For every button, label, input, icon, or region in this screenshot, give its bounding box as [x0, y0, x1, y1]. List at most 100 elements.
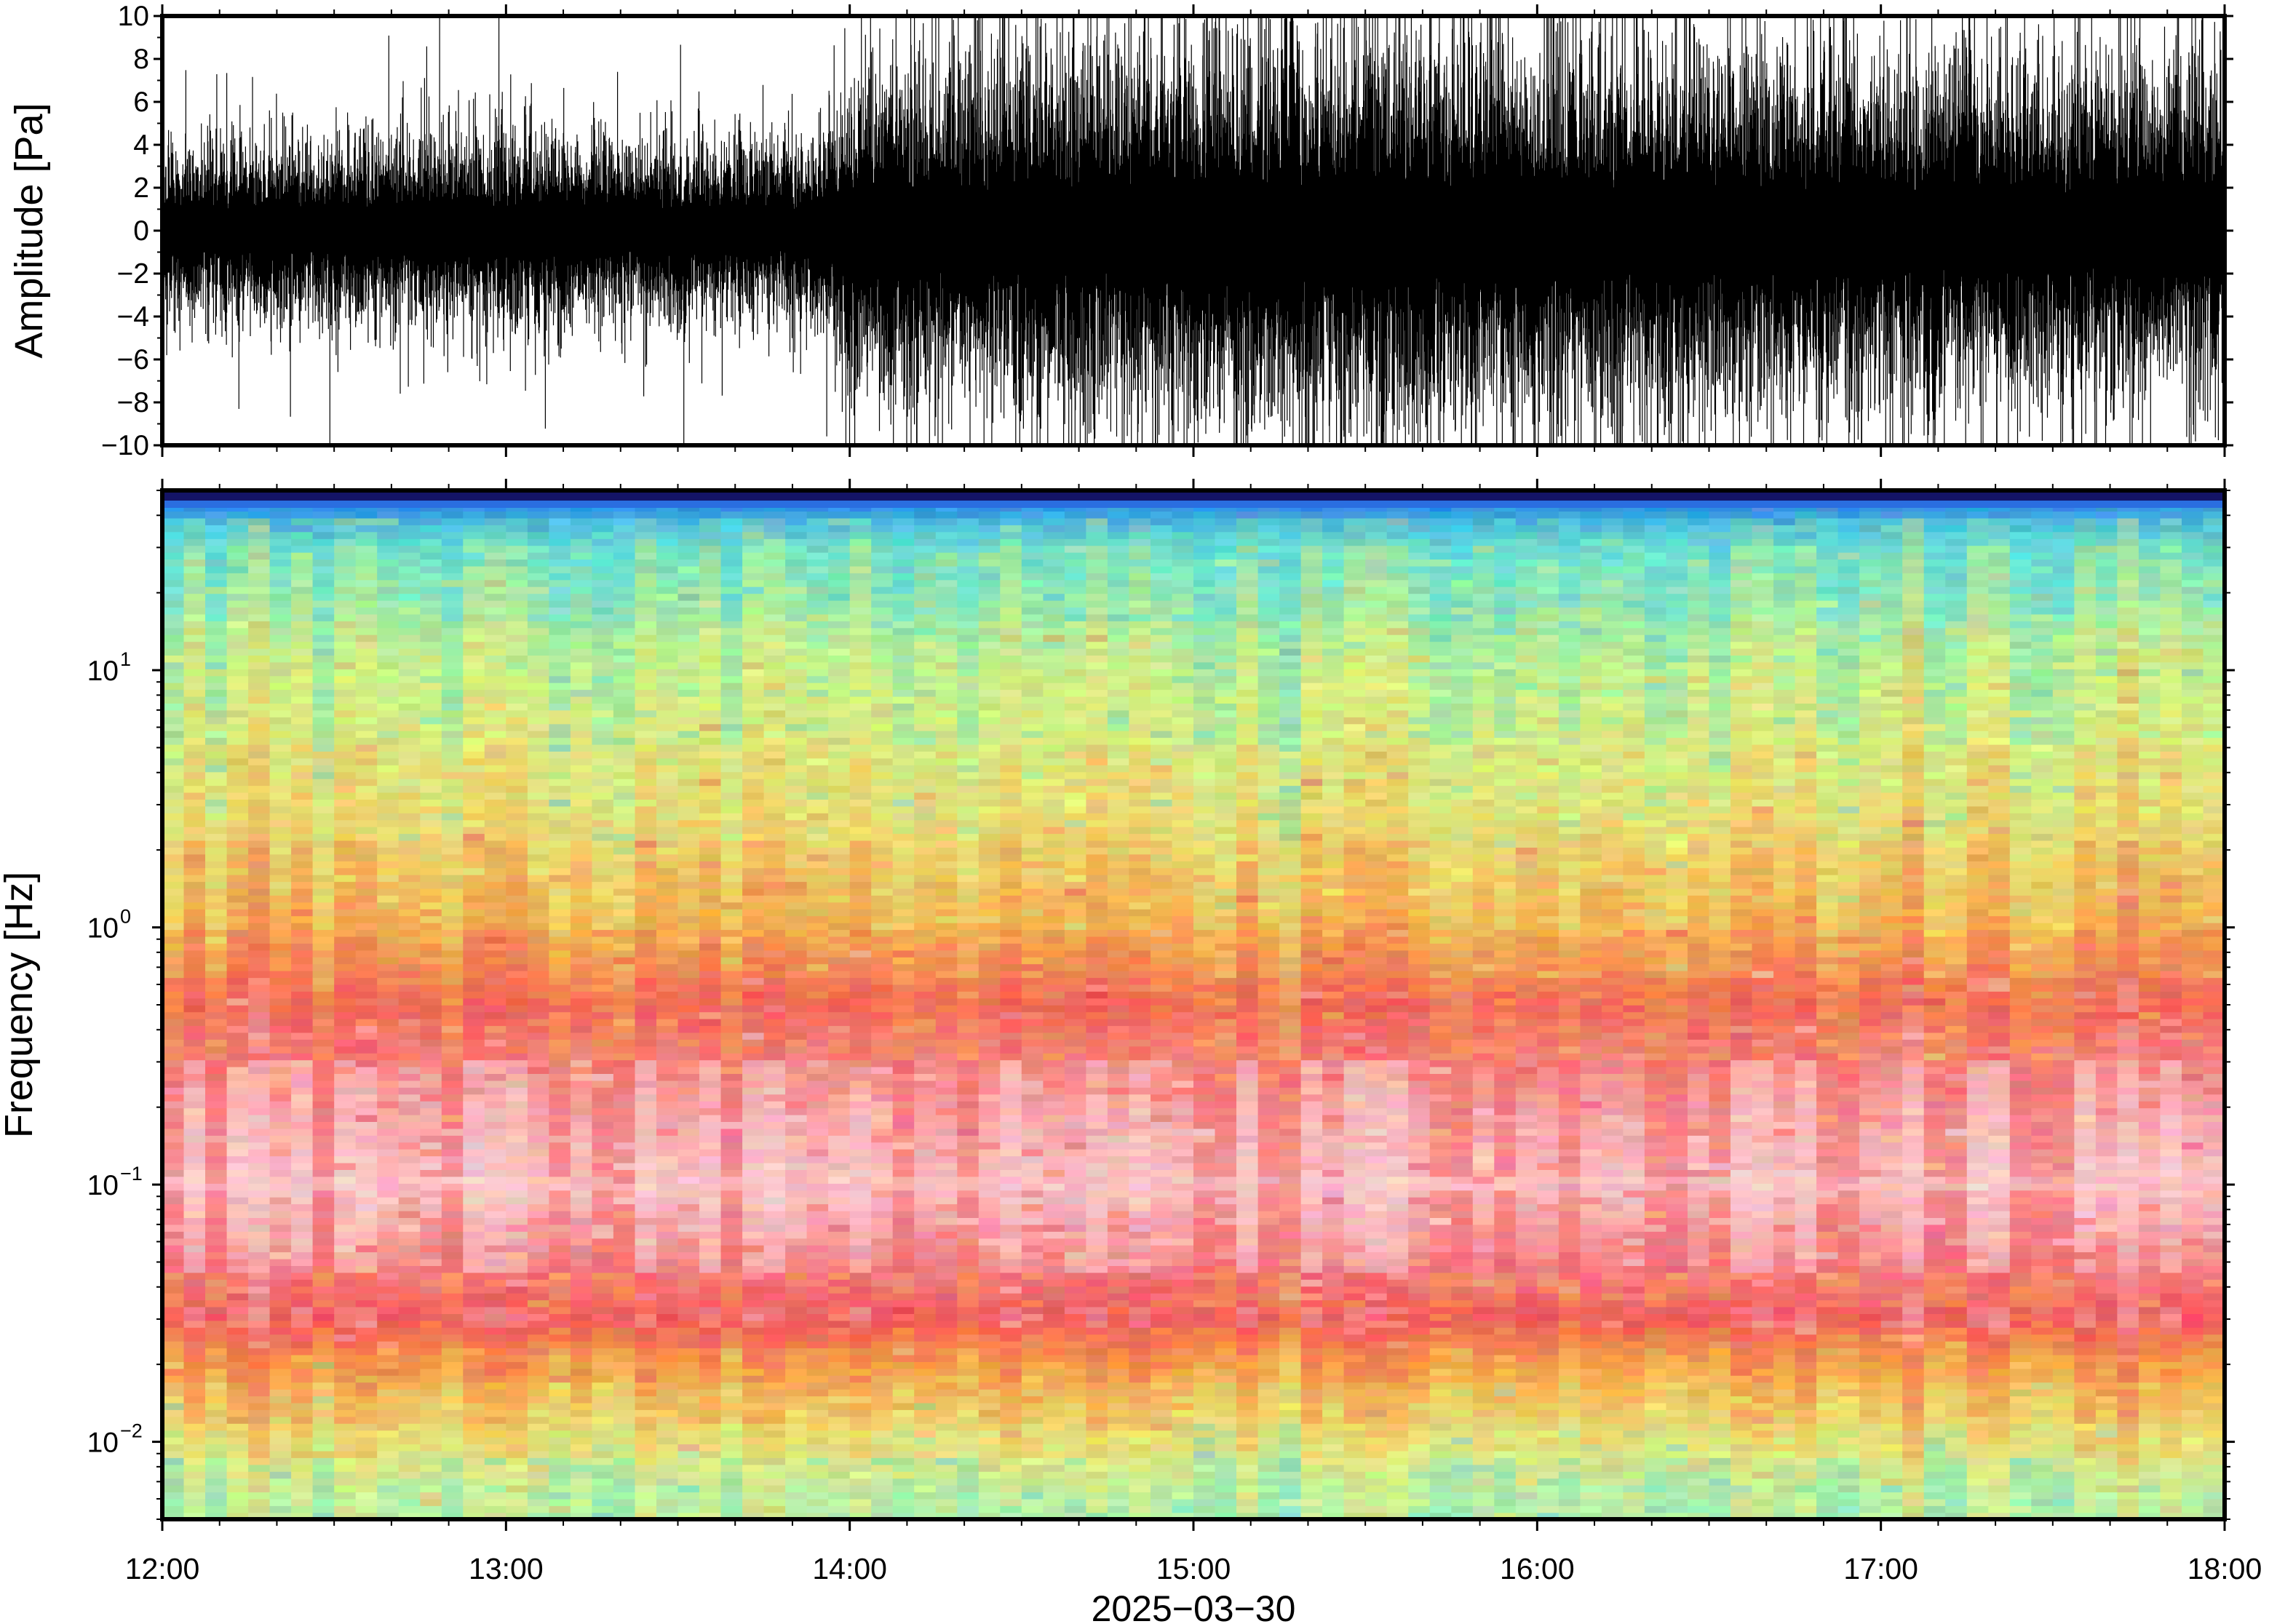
spectrogram-cell [785, 950, 808, 958]
spectrogram-cell [763, 1457, 786, 1465]
spectrogram-cell [269, 1046, 292, 1054]
spectrogram-cell [312, 765, 335, 773]
spectrogram-cell [720, 607, 743, 615]
spectrogram-cell [248, 1292, 271, 1301]
spectrogram-cell [463, 963, 485, 971]
spectrogram-cell [828, 675, 851, 683]
spectrogram-cell [720, 1244, 743, 1253]
spectrogram-cell [677, 1224, 700, 1232]
spectrogram-cell [441, 525, 464, 533]
spectrogram-cell [613, 703, 636, 711]
spectrogram-cell [312, 1382, 335, 1390]
spectrogram-cell [828, 1258, 851, 1266]
spectrogram-cell [656, 819, 679, 827]
spectrogram-cell [656, 1464, 679, 1472]
spectrogram-cell [377, 757, 400, 765]
spectrogram-cell [162, 1169, 185, 1177]
spectrogram-cell [613, 737, 636, 745]
spectrogram-cell [506, 641, 528, 649]
spectrogram-cell [484, 565, 507, 573]
spectrogram-cell [312, 538, 335, 546]
spectrogram-cell [806, 922, 829, 931]
spectrogram-cell [463, 1183, 485, 1191]
waveform-y-axis-title: Amplitude [Pa] [7, 103, 51, 358]
spectrogram-cell [635, 943, 657, 951]
spectrogram-cell [162, 901, 185, 909]
spectrogram-cell [484, 1162, 507, 1170]
spectrogram-cell [699, 641, 722, 649]
spectrogram-cell [377, 970, 400, 979]
spectrogram-cell [205, 1396, 228, 1404]
spectrogram-cell [484, 1032, 507, 1040]
spectrogram-cell [205, 1224, 228, 1232]
spectrogram-cell [269, 703, 292, 711]
spectrogram-cell [183, 1279, 206, 1287]
spectrogram-cell [635, 1149, 657, 1157]
spectrogram-cell [656, 984, 679, 992]
spectrogram-cell [312, 1292, 335, 1301]
spectrogram-cell [377, 1011, 400, 1019]
spectrogram-cell [656, 552, 679, 560]
spectrogram-cell [205, 833, 228, 841]
spectrogram-cell [570, 1059, 593, 1067]
spectrogram-cell [806, 1327, 829, 1335]
spectrogram-cell [291, 1505, 314, 1513]
spectrogram-cell [226, 881, 249, 889]
spectrogram-cell [183, 957, 206, 965]
spectrogram-cell [549, 1018, 571, 1027]
spectrogram-cell [355, 1183, 378, 1191]
spectrogram-cell [441, 669, 464, 677]
spectrogram-cell [484, 525, 507, 533]
spectrogram-cell [785, 1176, 808, 1184]
spectrogram-cell [162, 552, 185, 560]
spectrogram-cell [677, 1073, 700, 1081]
spectrogram-cell [162, 703, 185, 711]
spectrogram-cell [677, 1066, 700, 1074]
spectrogram-cell [527, 1183, 550, 1191]
spectrogram-cell [463, 1114, 485, 1122]
spectrogram-cell [248, 1492, 271, 1500]
spectrogram-cell [570, 881, 593, 889]
spectrogram-cell [828, 757, 851, 765]
spectrogram-cell [763, 1464, 786, 1472]
spectrogram-cell [570, 696, 593, 704]
spectrogram-cell [484, 709, 507, 717]
spectrogram-cell [312, 1265, 335, 1273]
spectrogram-cell [441, 1107, 464, 1115]
spectrogram-cell [269, 627, 292, 635]
spectrogram-cell [398, 853, 421, 861]
spectrogram-cell [355, 1368, 378, 1376]
spectrogram-cell [377, 1210, 400, 1218]
spectrogram-cell [183, 1409, 206, 1417]
spectrogram-cell [226, 819, 249, 827]
spectrogram-cell [549, 819, 571, 827]
spectrogram-cell [656, 1402, 679, 1410]
spectrogram-cell [398, 1244, 421, 1253]
spectrogram-cell [656, 1450, 679, 1458]
spectrogram-cell [677, 1101, 700, 1109]
spectrogram-cell [656, 1265, 679, 1273]
spectrogram-cell [806, 1498, 829, 1506]
spectrogram-cell [763, 613, 786, 621]
spectrogram-cell [527, 1018, 550, 1027]
spectrogram-cell [205, 634, 228, 642]
spectrogram-cell [248, 661, 271, 669]
spectrogram-cell [205, 1128, 228, 1136]
spectrogram-cell [635, 579, 657, 587]
spectrogram-cell [312, 552, 335, 560]
spectrogram-cell [677, 1396, 700, 1404]
spectrogram-cell [377, 703, 400, 711]
spectrogram-cell [635, 861, 657, 869]
spectrogram-cell [312, 957, 335, 965]
spectrogram-cell [377, 1155, 400, 1163]
spectrogram-cell [162, 723, 185, 731]
spectrogram-cell [484, 1210, 507, 1218]
spectrogram-cell [312, 689, 335, 697]
spectrogram-cell [226, 1416, 249, 1424]
spectrogram-cell [269, 1224, 292, 1232]
spectrogram-cell [592, 1484, 614, 1493]
spectrogram-cell [484, 1244, 507, 1253]
spectrogram-cell [806, 1368, 829, 1376]
spectrogram-cell [720, 1327, 743, 1335]
